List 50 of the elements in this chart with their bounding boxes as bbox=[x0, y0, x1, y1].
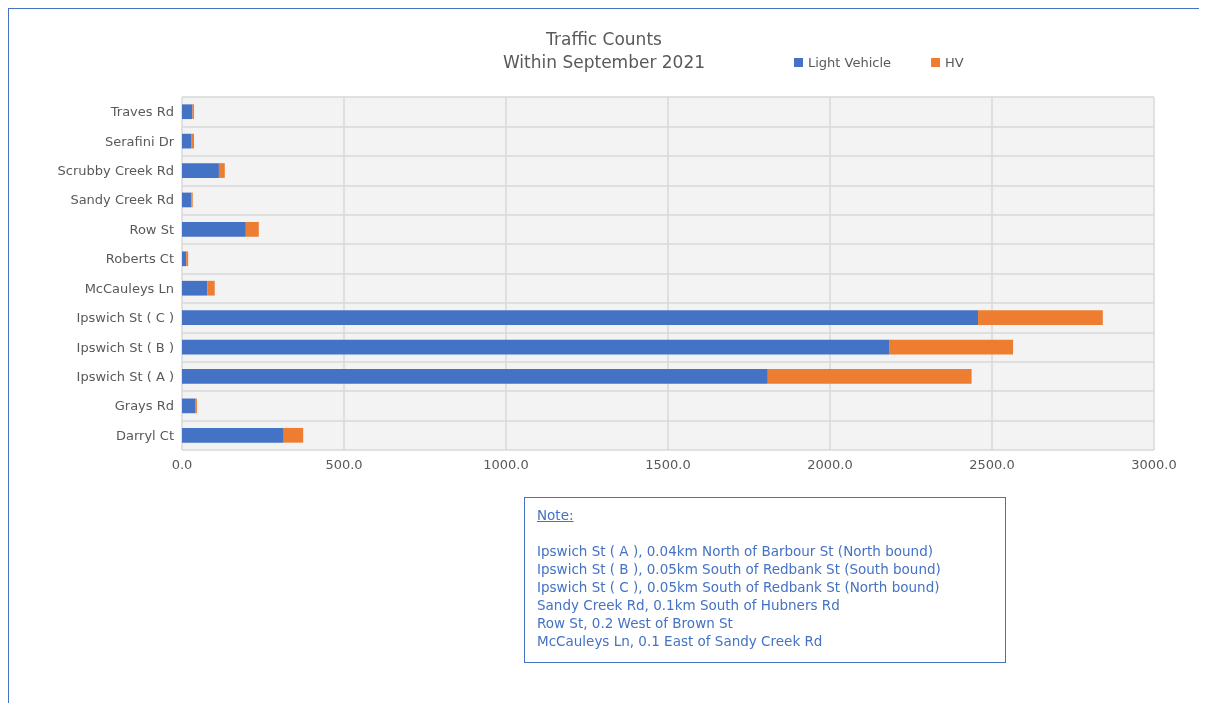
bar bbox=[245, 222, 259, 237]
bar bbox=[182, 398, 196, 414]
bar bbox=[182, 163, 219, 178]
chart-title: Traffic Counts bbox=[545, 28, 663, 49]
bar bbox=[182, 251, 187, 267]
x-tick-label: 1000.0 bbox=[483, 457, 529, 472]
y-tick-label: Row St bbox=[129, 221, 174, 237]
chart-subtitle: Within September 2021 bbox=[502, 51, 706, 72]
x-tick-label: 0.0 bbox=[171, 457, 193, 472]
bar bbox=[283, 427, 304, 443]
text: Ipswich St ( C ), 0.05km South of Redbank St (North bound) bbox=[537, 578, 941, 596]
bar bbox=[182, 280, 208, 296]
bar bbox=[182, 104, 193, 120]
bar bbox=[182, 222, 246, 237]
legend-label: Light Vehicle bbox=[808, 55, 892, 70]
y-tick-label: Serafini Dr bbox=[104, 133, 175, 149]
bar bbox=[889, 339, 1014, 355]
bar bbox=[182, 192, 192, 208]
y-tick-label: Traves Rd bbox=[109, 104, 174, 120]
text: Ipswich St ( A ), 0.04km North of Barbour St (North bound) bbox=[537, 542, 934, 560]
text: Sandy Creek Rd, 0.1km South of Hubners Rd bbox=[537, 596, 841, 614]
x-tick-label: 3000.0 bbox=[1131, 457, 1177, 472]
y-tick-label: Ipswich St ( C ) bbox=[76, 310, 174, 326]
y-tick-label: Grays Rd bbox=[114, 398, 174, 414]
bar bbox=[978, 310, 1103, 325]
bar bbox=[767, 369, 972, 384]
x-tick-label: 2500.0 bbox=[969, 457, 1015, 472]
text: Ipswich St ( B ), 0.05km South of Redbank St (South bound) bbox=[537, 560, 942, 578]
y-tick-label: Roberts Ct bbox=[105, 251, 174, 267]
bar bbox=[191, 133, 194, 149]
text: Note: bbox=[537, 506, 575, 524]
text: McCauleys Ln, 0.1 East of Sandy Creek Rd bbox=[537, 632, 824, 650]
bar bbox=[182, 427, 284, 443]
text: Row St, 0.2 West of Brown St bbox=[537, 614, 734, 632]
bar bbox=[218, 163, 225, 178]
bar bbox=[182, 369, 768, 384]
x-tick-label: 1500.0 bbox=[645, 457, 691, 472]
bar bbox=[182, 339, 890, 355]
y-tick-label: Ipswich St ( A ) bbox=[76, 368, 174, 384]
y-tick-label: Darryl Ct bbox=[115, 427, 174, 443]
bar bbox=[182, 310, 979, 325]
bar bbox=[182, 133, 192, 149]
bar bbox=[207, 280, 215, 296]
y-tick-label: Sandy Creek Rd bbox=[70, 192, 174, 208]
legend-label: HV bbox=[945, 55, 964, 70]
y-tick-label: Ipswich St ( B ) bbox=[76, 339, 174, 355]
y-tick-label: Scrubby Creek Rd bbox=[57, 163, 174, 179]
x-tick-label: 2000.0 bbox=[807, 457, 853, 472]
y-tick-label: McCauleys Ln bbox=[84, 280, 174, 296]
x-tick-label: 500.0 bbox=[325, 457, 363, 472]
